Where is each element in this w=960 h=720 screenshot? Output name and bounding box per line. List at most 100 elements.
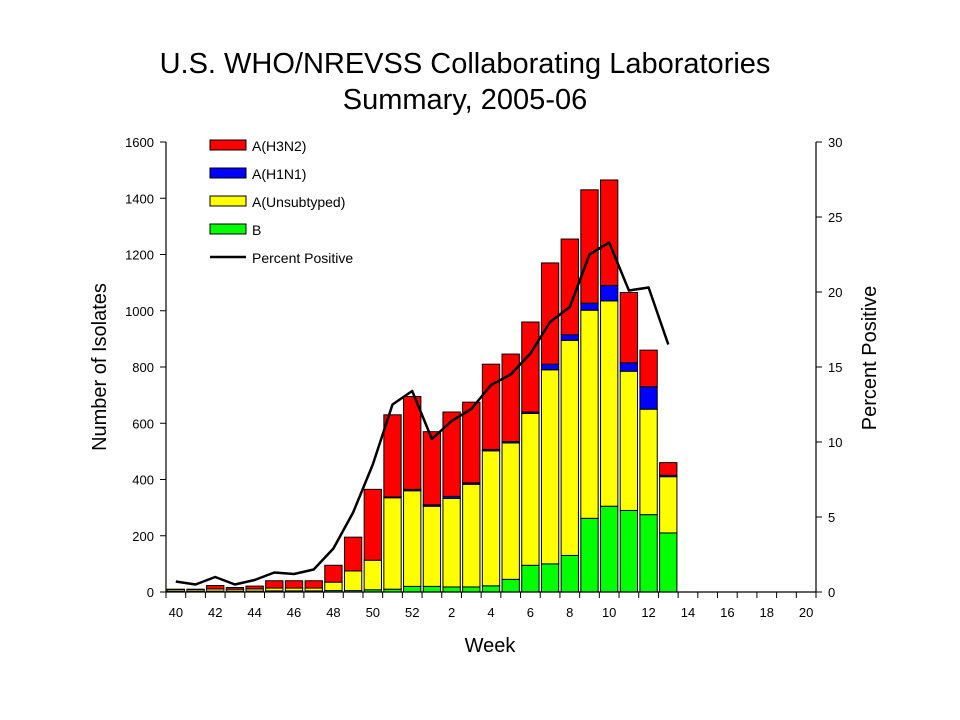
axes-group: 0 200 400 600 800 1000 1200 1400 1600 0 5 10 15 20 25 3…	[125, 135, 842, 620]
x-tick-label: 8	[566, 605, 573, 620]
bar-segment-week-42-a-h3n2-	[206, 585, 225, 590]
chart-title-line-1: U.S. WHO/NREVSS Collaborating Laboratori…	[159, 48, 771, 80]
legend-swatch-a-h1n1-	[209, 167, 247, 179]
legend-swatch-a-unsubtyped-	[209, 195, 247, 207]
bar-segment-week-8-a-unsubtyped-	[560, 339, 579, 556]
bar-segment-week-11-a-h1n1-	[619, 362, 639, 372]
bar-segment-week-49-a-h3n2-	[343, 536, 363, 572]
bar-segment-week-12-a-h3n2-	[639, 349, 658, 388]
bar-segment-week-12-a-unsubtyped-	[639, 408, 658, 516]
x-tick-label: 18	[760, 605, 774, 620]
y-left-tick-label: 0	[147, 585, 154, 600]
bar-segment-week-13-a-unsubtyped-	[659, 476, 678, 534]
y-right-tick-label: 5	[828, 510, 835, 525]
bar-segment-week-48-a-h3n2-	[324, 564, 343, 583]
bar-segment-week-7-a-h3n2-	[540, 262, 560, 365]
bar-segment-week-46-a-h3n2-	[284, 580, 304, 589]
x-tick-label: 42	[208, 605, 222, 620]
y-right-tick-label: 25	[828, 210, 842, 225]
legend-swatch-a-h3n2-	[209, 139, 247, 151]
y-left-tick-label: 200	[132, 529, 154, 544]
y-left-tick-label: 1600	[125, 135, 154, 150]
bar-segment-week-12-a-h1n1-	[639, 386, 658, 410]
bar-segment-week-2-a-unsubtyped-	[442, 497, 461, 588]
x-tick-label: 50	[366, 605, 380, 620]
bar-segment-week-7-a-h1n1-	[540, 363, 560, 371]
x-tick-label: 20	[799, 605, 813, 620]
bar-segment-week-7-a-unsubtyped-	[540, 369, 560, 565]
bar-segment-week-3-a-unsubtyped-	[462, 483, 481, 588]
bar-segment-week-10-a-h3n2-	[600, 179, 619, 286]
legend-label: A(Unsubtyped)	[252, 194, 345, 210]
bar-segment-week-10-a-unsubtyped-	[600, 300, 619, 507]
bar-segment-week-1-a-h3n2-	[422, 431, 442, 506]
x-tick-label: 44	[247, 605, 261, 620]
y-left-tick-label: 1400	[125, 191, 154, 206]
bar-segment-week-52-a-h3n2-	[403, 396, 422, 490]
bar-segment-week-7-b	[540, 563, 560, 593]
x-tick-label: 12	[641, 605, 655, 620]
bar-segment-week-11-b	[619, 509, 639, 593]
bar-segment-week-8-a-h1n1-	[560, 334, 579, 341]
x-tick-label: 48	[326, 605, 340, 620]
y-left-tick-label: 600	[132, 416, 154, 431]
bar-segment-week-6-a-h3n2-	[521, 321, 540, 413]
bar-segment-week-5-a-unsubtyped-	[501, 442, 520, 580]
legend: A(H3N2) A(H1N1) A(Unsubtyped) B Percent Posi…	[209, 138, 353, 266]
legend-label: A(H1N1)	[252, 166, 306, 182]
bar-segment-week-11-a-h3n2-	[619, 291, 639, 364]
bar-segment-week-48-a-unsubtyped-	[324, 581, 343, 592]
x-tick-label: 46	[287, 605, 301, 620]
x-tick-label: 16	[720, 605, 734, 620]
bar-segment-week-51-a-h3n2-	[383, 414, 402, 498]
bar-segment-week-13-a-h3n2-	[659, 462, 678, 476]
y-left-tick-label: 1000	[125, 304, 154, 319]
percent-positive-line-group	[175, 241, 670, 586]
y-left-tick-label: 1200	[125, 248, 154, 263]
y-right-tick-label: 20	[828, 285, 842, 300]
chart-title-line-2: Summary, 2005-06	[342, 84, 588, 116]
x-tick-label: 52	[405, 605, 419, 620]
bar-segment-week-6-b	[521, 564, 540, 593]
y-right-tick-label: 10	[828, 435, 842, 450]
bar-segment-week-8-a-h3n2-	[560, 238, 579, 336]
bar-segment-week-50-a-h3n2-	[363, 488, 382, 561]
percent-positive-line	[175, 241, 670, 586]
bar-segment-week-10-a-h1n1-	[600, 284, 619, 302]
bar-segment-week-6-a-unsubtyped-	[521, 412, 540, 566]
legend-swatch-b	[209, 223, 247, 235]
legend-label: A(H3N2)	[252, 138, 306, 154]
y-left-tick-label: 400	[132, 473, 154, 488]
bar-segment-week-8-b	[560, 554, 579, 593]
bar-segment-week-50-a-unsubtyped-	[363, 559, 382, 591]
x-tick-label: 4	[487, 605, 494, 620]
y-axis-label-right: Percent Positive	[859, 286, 881, 431]
bar-segment-week-9-a-h1n1-	[580, 302, 599, 311]
bars-group	[166, 179, 678, 593]
bar-segment-week-47-a-h3n2-	[304, 580, 323, 589]
y-right-tick-label: 30	[828, 135, 842, 150]
bar-segment-week-41-a-h3n2-	[186, 588, 205, 591]
bar-segment-week-44-a-h3n2-	[245, 585, 264, 590]
bar-segment-week-9-a-h3n2-	[580, 189, 599, 304]
bar-segment-week-49-a-unsubtyped-	[343, 570, 363, 592]
bar-segment-week-5-b	[501, 578, 520, 593]
bar-segment-week-52-a-unsubtyped-	[403, 490, 422, 587]
bar-segment-week-4-a-h3n2-	[481, 363, 501, 450]
y-right-tick-label: 0	[828, 585, 835, 600]
x-tick-label: 2	[448, 605, 455, 620]
bar-segment-week-1-b	[422, 585, 442, 593]
bar-segment-week-10-b	[600, 505, 619, 593]
bar-segment-week-4-a-unsubtyped-	[481, 450, 501, 587]
legend-label: B	[252, 222, 261, 238]
bar-segment-week-51-a-unsubtyped-	[383, 497, 402, 590]
bar-segment-week-3-a-h3n2-	[462, 401, 481, 484]
bar-segment-week-40-a-h3n2-	[166, 588, 186, 591]
bar-segment-week-9-b	[580, 517, 599, 593]
bar-segment-week-4-b	[481, 585, 501, 593]
bar-segment-week-2-a-h3n2-	[442, 411, 461, 497]
bar-segment-week-52-b	[403, 585, 422, 593]
bar-segment-week-2-b	[442, 586, 461, 593]
x-tick-label: 14	[681, 605, 695, 620]
